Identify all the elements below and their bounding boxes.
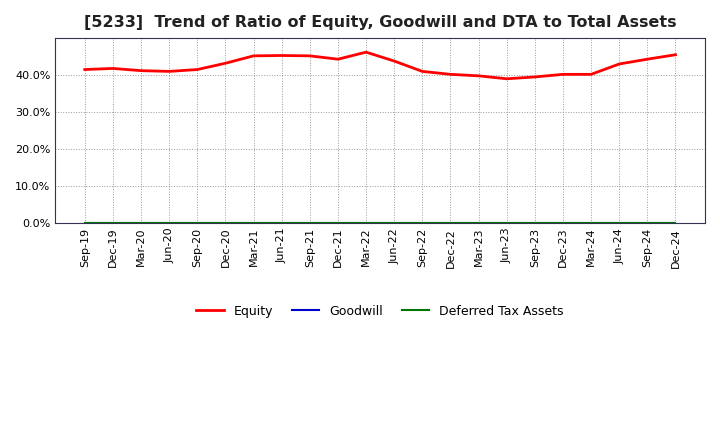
Deferred Tax Assets [165,220,174,226]
Deferred Tax Assets [418,220,427,226]
Equity [643,57,652,62]
Equity [390,59,398,64]
Goodwill [305,220,314,225]
Goodwill [531,220,539,225]
Deferred Tax Assets [137,220,145,226]
Deferred Tax Assets [559,220,567,226]
Goodwill [165,220,174,225]
Goodwill [249,220,258,225]
Equity [418,69,427,74]
Deferred Tax Assets [446,220,455,226]
Equity [361,50,370,55]
Deferred Tax Assets [81,220,89,226]
Goodwill [137,220,145,225]
Equity [81,67,89,72]
Goodwill [615,220,624,225]
Goodwill [109,220,117,225]
Equity [137,68,145,73]
Goodwill [559,220,567,225]
Equity [671,52,680,57]
Equity [446,72,455,77]
Deferred Tax Assets [333,220,342,226]
Equity [531,74,539,80]
Goodwill [81,220,89,225]
Goodwill [277,220,286,225]
Equity [109,66,117,71]
Equity [333,57,342,62]
Equity [193,67,202,72]
Equity [615,61,624,66]
Deferred Tax Assets [193,220,202,226]
Goodwill [361,220,370,225]
Goodwill [671,220,680,225]
Goodwill [221,220,230,225]
Deferred Tax Assets [671,220,680,226]
Deferred Tax Assets [615,220,624,226]
Deferred Tax Assets [277,220,286,226]
Goodwill [587,220,595,225]
Equity [277,53,286,58]
Equity [165,69,174,74]
Deferred Tax Assets [305,220,314,226]
Goodwill [390,220,398,225]
Equity [305,53,314,59]
Goodwill [503,220,511,225]
Deferred Tax Assets [361,220,370,226]
Deferred Tax Assets [587,220,595,226]
Goodwill [418,220,427,225]
Deferred Tax Assets [474,220,483,226]
Deferred Tax Assets [643,220,652,226]
Equity [559,72,567,77]
Equity [503,76,511,81]
Equity [221,61,230,66]
Goodwill [333,220,342,225]
Title: [5233]  Trend of Ratio of Equity, Goodwill and DTA to Total Assets: [5233] Trend of Ratio of Equity, Goodwil… [84,15,676,30]
Deferred Tax Assets [503,220,511,226]
Deferred Tax Assets [390,220,398,226]
Line: Equity: Equity [85,52,675,79]
Goodwill [446,220,455,225]
Deferred Tax Assets [531,220,539,226]
Deferred Tax Assets [221,220,230,226]
Equity [249,53,258,59]
Equity [474,73,483,78]
Deferred Tax Assets [109,220,117,226]
Equity [587,72,595,77]
Goodwill [643,220,652,225]
Legend: Equity, Goodwill, Deferred Tax Assets: Equity, Goodwill, Deferred Tax Assets [192,300,569,323]
Goodwill [474,220,483,225]
Deferred Tax Assets [249,220,258,226]
Goodwill [193,220,202,225]
